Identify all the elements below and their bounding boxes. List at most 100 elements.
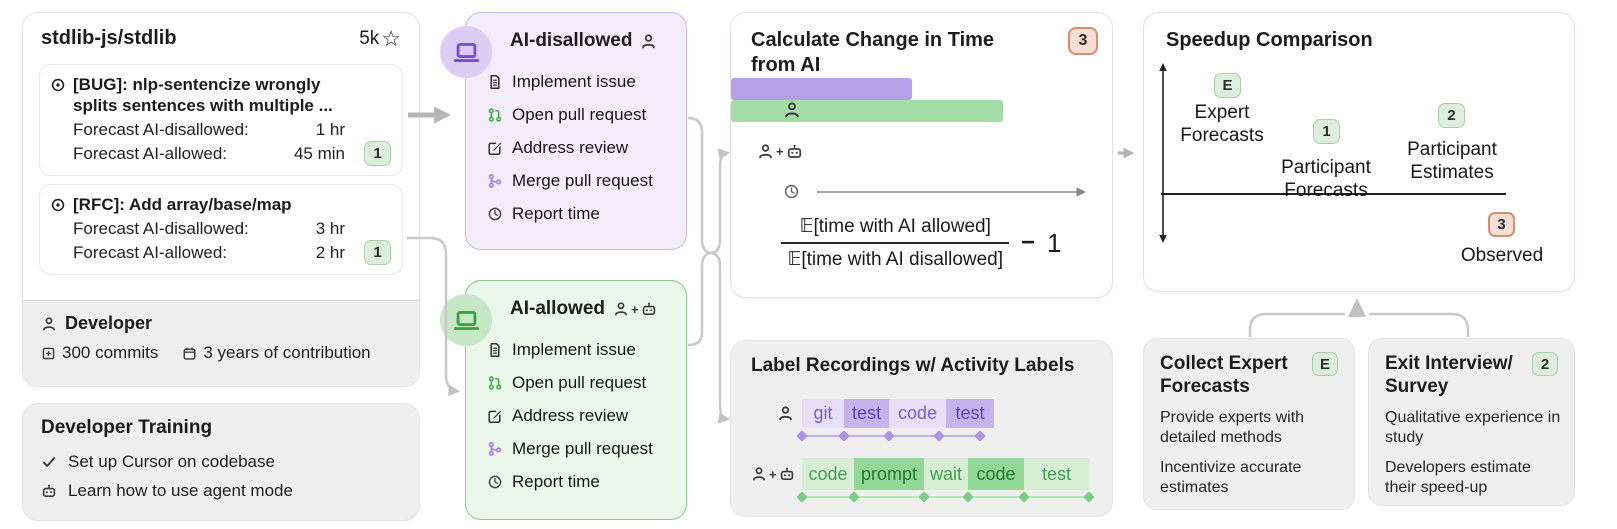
ai-allowed-time-bar [731,100,1003,122]
laptop-icon [453,39,480,66]
observed-label: Observed [1460,245,1544,266]
task-label: Report time [512,472,600,491]
plus-glyph: + [631,301,639,317]
clock-icon [487,206,503,222]
task-item: Open pull request [487,98,686,131]
pull-request-icon [487,375,503,391]
participant-estimates-badge: 2 [1438,103,1465,128]
training-item-label: Set up Cursor on codebase [68,452,275,471]
observed-badge: 3 [1488,212,1515,237]
expert-card-text: Provide experts with detailed methods [1160,409,1305,446]
developer-training-card: Developer Training Set up Cursor on code… [22,403,420,521]
issue-card-bug: [BUG]: nlp-sentencize wrongly splits sen… [39,64,403,176]
timeline-marker [838,430,850,442]
star-icon: ☆ [381,25,401,51]
task-item: Report time [487,465,686,498]
participant-forecasts-badge: 1 [1313,119,1340,144]
expert-badge: E [1312,352,1338,376]
timeline-marker [1018,491,1030,503]
developer-section: Developer 300 commits 3 years of contrib… [23,300,419,386]
timeline-marker [1083,491,1095,503]
edit-icon [487,408,503,424]
task-label: Address review [512,406,629,425]
task-item: Open pull request [487,366,686,399]
human-activity-strip: git test code test [802,399,994,428]
task-label: Implement issue [512,340,636,359]
speedup-title: Speedup Comparison [1166,29,1373,51]
robot-icon [641,301,657,317]
forecast-label: Forecast AI-allowed: [73,144,228,163]
issue-open-icon [50,77,66,93]
human-plus-ai-icons: + [751,466,795,482]
robot-icon [41,483,57,499]
participant-forecasts-label: Participant Forecasts [1281,157,1371,201]
calc-title-line1: Calculate Change in Time [751,29,995,51]
timeline-marker [918,491,930,503]
connector-expert-to-speedup [1248,312,1345,337]
repo-stars: 5k ☆ [359,25,401,51]
repo-title: stdlib-js/stdlib [41,27,177,49]
merge-icon [487,441,503,457]
formula-fraction: 𝔼[time with AI allowed] 𝔼[time with AI d… [781,215,1010,271]
task-item: Report time [487,197,686,230]
activity-segment: code [802,458,854,490]
connector-exit-to-speedup [1369,312,1470,337]
timeline-marker [883,430,895,442]
arrow-up-to-speedup [1348,298,1366,317]
laptop-icon [453,307,480,334]
task-list: Implement issue Open pull request Addres… [487,65,686,230]
task-item: Address review [487,131,686,164]
forecast-row: Forecast AI-disallowed: 3 hr [73,217,345,241]
exit-card-text: Developers estimate their speed-up [1385,459,1531,496]
forecast-row: Forecast AI-allowed: 45 min [73,142,345,166]
activity-segment: wait [924,458,968,490]
calendar-icon [182,346,197,361]
speedup-axes [1159,63,1506,243]
star-count: 5k [359,27,380,49]
exit-card-title-line1: Exit Interview/ [1385,353,1513,374]
merge-icon [487,173,503,189]
forecast-row: Forecast AI-disallowed: 1 hr [73,118,345,142]
task-label: Open pull request [512,105,647,124]
timeline-marker [796,430,808,442]
step-2-badge: 2 [1532,352,1558,376]
issue-title-line2: splits sentences with multiple ... [73,96,333,115]
developer-title: Developer [65,313,153,333]
formula-numerator: 𝔼[time with AI allowed] [799,216,991,237]
stat-label: 300 commits [62,343,159,362]
activity-segment: test [844,399,889,428]
collect-expert-forecasts-card: Collect Expert Forecasts E Provide exper… [1143,338,1355,510]
ai-disallowed-card: AI-disallowed Implement issue Open pull … [440,12,687,250]
laptop-bubble [440,294,492,346]
timeline-marker [974,430,986,442]
ai-disallowed-time-bar [731,78,912,100]
condition-title: AI-allowed [510,298,606,319]
repo-card: stdlib-js/stdlib 5k ☆ [BUG]: nlp-sentenc… [22,12,420,387]
training-title: Developer Training [41,417,213,438]
activity-segment: git [802,399,844,428]
issue-card-rfc: [RFC]: Add array/base/map Forecast AI-di… [39,184,403,275]
expert-card-text: Incentivize accurate estimates [1160,459,1302,496]
ai-activity-timeline [796,491,1095,503]
forecast-row: Forecast AI-allowed: 2 hr [73,241,345,265]
exit-card-text: Qualitative experience in study [1385,409,1561,446]
person-icon [41,316,57,332]
task-item: Implement issue [487,65,686,98]
laptop-bubble [440,26,492,78]
commits-icon [41,346,56,361]
connector-to-label-recordings [687,116,730,424]
task-label: Implement issue [512,72,636,91]
plus-glyph: + [769,466,777,482]
time-axis-arrow [817,187,1086,197]
contribution-stat: 3 years of contribution [182,343,371,363]
forecast-value: 2 hr [315,243,345,262]
stat-label: 3 years of contribution [203,343,371,362]
label-card-title: Label Recordings w/ Activity Labels [751,355,1075,376]
activity-segment: code [968,458,1024,490]
human-activity-timeline [796,430,986,442]
label-recordings-card: Label Recordings w/ Activity Labels git … [730,340,1113,517]
task-item: Implement issue [487,333,686,366]
ai-activity-strip: code prompt wait code test [802,458,1089,490]
forecast-value: 45 min [293,144,345,163]
